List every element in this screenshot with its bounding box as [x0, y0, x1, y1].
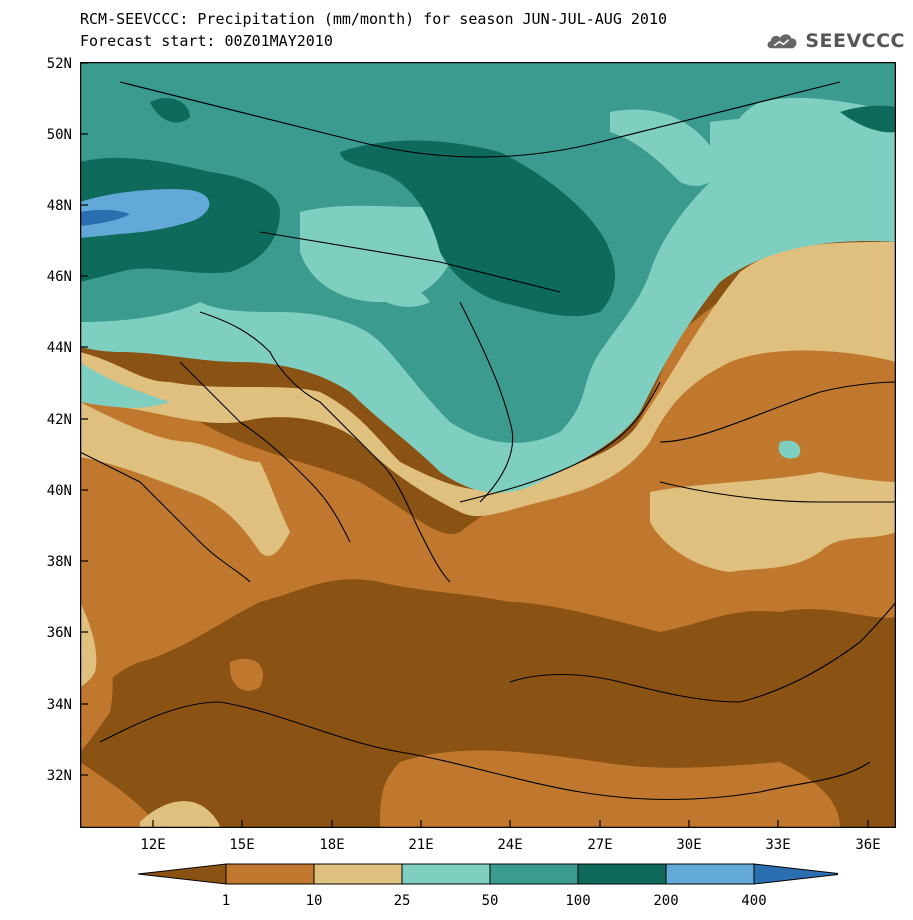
- legend-label: 200: [653, 893, 679, 909]
- seevccc-logo: SEEVCCC: [765, 24, 905, 58]
- forecast-start-label: Forecast start: 00Z01MAY2010: [80, 32, 333, 50]
- lon-label: 33E: [765, 837, 791, 853]
- legend-label: 25: [393, 893, 411, 909]
- lon-label: 21E: [408, 837, 434, 853]
- lon-ticks: [152, 820, 869, 828]
- legend-label: 400: [741, 893, 767, 909]
- map-frame: [80, 62, 896, 828]
- lon-label: 30E: [676, 837, 702, 853]
- lat-label: 52N: [46, 56, 72, 72]
- legend-swatch: [401, 863, 491, 885]
- lon-label: 36E: [855, 837, 881, 853]
- lat-label: 44N: [46, 340, 72, 356]
- color-legend-bar: [138, 863, 838, 885]
- lat-ticks: [80, 62, 88, 776]
- lat-label: 50N: [46, 127, 72, 143]
- lat-label: 36N: [46, 625, 72, 641]
- lon-label: 12E: [140, 837, 166, 853]
- legend-swatch: [225, 863, 315, 885]
- field-200-400: [340, 140, 615, 317]
- map-title: RCM-SEEVCCC: Precipitation (mm/month) fo…: [80, 10, 667, 28]
- lon-label: 18E: [319, 837, 345, 853]
- legend-swatch: [489, 863, 579, 885]
- lat-label: 48N: [46, 198, 72, 214]
- logo-text: SEEVCCC: [805, 30, 905, 52]
- lon-label: 27E: [587, 837, 613, 853]
- lat-label: 38N: [46, 554, 72, 570]
- lat-label: 40N: [46, 483, 72, 499]
- lon-label: 24E: [497, 837, 523, 853]
- legend-label: 1: [221, 893, 231, 909]
- lat-label: 46N: [46, 269, 72, 285]
- legend-swatch: [665, 863, 755, 885]
- precipitation-map: [80, 62, 896, 828]
- legend-label: 50: [481, 893, 499, 909]
- lat-label: 32N: [46, 768, 72, 784]
- legend-label: 10: [305, 893, 323, 909]
- cloud-icon: [767, 34, 797, 49]
- legend-swatch: [138, 863, 227, 885]
- legend-swatch: [313, 863, 403, 885]
- lat-label: 34N: [46, 697, 72, 713]
- legend-label: 100: [565, 893, 591, 909]
- lat-label: 42N: [46, 412, 72, 428]
- coastline-borders: [80, 81, 896, 801]
- legend-swatch: [577, 863, 667, 885]
- field-over-400: [80, 189, 210, 238]
- field-25-50: [80, 242, 896, 517]
- lon-label: 15E: [229, 837, 255, 853]
- legend-swatch: [753, 863, 838, 885]
